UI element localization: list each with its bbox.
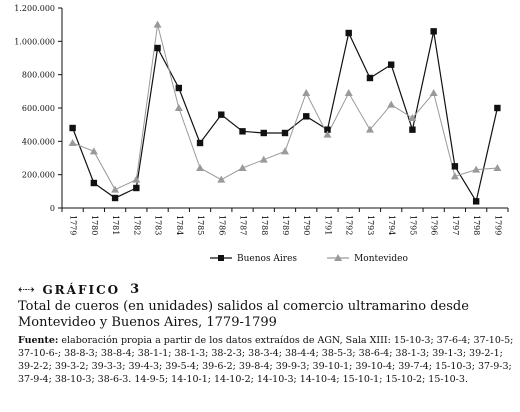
x-tick-label: 1781 [111,215,120,235]
data-point-buenos-aires [90,179,98,187]
x-axis-ticks: 1779 1780 1781 1782 1783 1784 1785 1786 1787 1788… [61,208,509,235]
data-point-montevideo [259,155,268,163]
data-point-montevideo [111,185,120,193]
y-tick-label: 800.000 [22,71,55,80]
x-tick-label: 1795 [408,215,417,235]
data-point-buenos-aires [430,28,437,35]
source-text: elaboración propia a partir de los datos… [18,335,514,385]
data-point-buenos-aires [281,129,289,137]
data-point-montevideo [323,130,332,138]
series-markers [68,20,502,205]
data-point-montevideo [68,139,77,146]
caption-label: GRÁFICO [42,282,121,297]
x-tick-label: 1799 [493,215,502,235]
data-point-montevideo [174,104,183,111]
caption-title: Total de cueros (en unidades) salidos al… [18,299,469,330]
data-point-montevideo [408,114,417,121]
line-chart: 0 200.000 400.000 600.000 800.000 1.000.000 1.… [14,4,509,264]
caption-source: Fuente: elaboración propia a partir de l… [18,334,514,386]
chart-axes [61,8,508,209]
data-point-montevideo [238,164,247,171]
x-tick-label: 1788 [260,215,269,235]
y-tick-label: 400.000 [22,137,55,146]
data-point-buenos-aires [69,124,76,132]
source-label: Fuente: [18,335,59,346]
x-tick-label: 1790 [302,215,311,235]
data-point-montevideo [281,147,289,155]
data-point-montevideo [450,172,459,180]
legend-marker-buenos-aires [218,255,224,261]
x-tick-label: 1798 [472,215,481,235]
legend-marker-montevideo [334,254,343,261]
data-point-montevideo [344,89,353,96]
caption-number: 3 [130,282,140,297]
x-tick-label: 1784 [175,215,184,235]
data-point-buenos-aires [175,84,183,92]
data-point-montevideo [387,100,396,108]
data-point-montevideo [196,164,205,171]
x-tick-label: 1796 [430,215,439,235]
x-tick-label: 1783 [154,215,163,235]
y-tick-label: 600.000 [22,104,55,113]
y-axis-ticks: 0 200.000 400.000 600.000 800.000 1.000.000 1.… [14,4,62,213]
data-point-montevideo [429,89,438,96]
series-line-montevideo [72,24,498,191]
data-point-buenos-aires [111,194,119,202]
data-point-montevideo [89,147,98,155]
legend-label-buenos-aires: Buenos Aires [237,254,297,264]
x-tick-label: 1787 [239,215,248,235]
data-point-buenos-aires [345,29,352,37]
chart-legend: Buenos Aires Montevideo [210,254,408,264]
data-point-buenos-aires [239,128,246,135]
data-point-buenos-aires [196,139,204,147]
caption-heading: ⇠⇢ GRÁFICO 3 [18,282,514,297]
x-tick-label: 1786 [217,215,226,235]
x-tick-label: 1785 [196,215,205,235]
x-tick-label: 1779 [69,215,78,235]
data-point-buenos-aires [366,74,374,82]
data-point-buenos-aires [303,113,310,120]
data-point-buenos-aires [154,44,161,52]
data-point-montevideo [472,165,481,173]
data-point-buenos-aires [133,184,140,192]
x-tick-label: 1791 [323,215,332,235]
x-tick-label: 1794 [387,215,396,235]
x-tick-label: 1797 [451,215,460,235]
data-point-montevideo [153,20,162,28]
x-tick-label: 1792 [345,215,354,235]
data-point-buenos-aires [472,198,480,205]
data-point-montevideo [365,125,374,133]
y-tick-label: 1.200.000 [14,4,55,13]
figure-caption: ⇠⇢ GRÁFICO 3 Total de cueros (en unidade… [18,282,514,386]
data-point-buenos-aires [494,104,501,112]
data-point-buenos-aires [451,163,459,170]
data-point-montevideo [132,175,141,183]
arrows-icon: ⇠⇢ [18,283,35,296]
x-tick-label: 1782 [132,215,141,235]
data-point-buenos-aires [260,129,267,137]
data-point-buenos-aires [324,126,331,133]
y-tick-label: 1.000.000 [14,37,55,46]
y-tick-label: 200.000 [22,171,55,180]
data-point-buenos-aires [409,126,416,133]
x-tick-label: 1789 [281,215,290,235]
x-tick-label: 1793 [366,215,375,235]
data-point-montevideo [302,89,311,96]
y-tick-label: 0 [50,204,55,213]
x-tick-label: 1780 [90,215,99,235]
data-point-montevideo [493,164,502,171]
data-point-buenos-aires [218,111,225,118]
legend-label-montevideo: Montevideo [354,254,408,264]
data-point-buenos-aires [387,61,395,68]
data-point-montevideo [217,175,226,183]
series-lines [72,24,498,203]
